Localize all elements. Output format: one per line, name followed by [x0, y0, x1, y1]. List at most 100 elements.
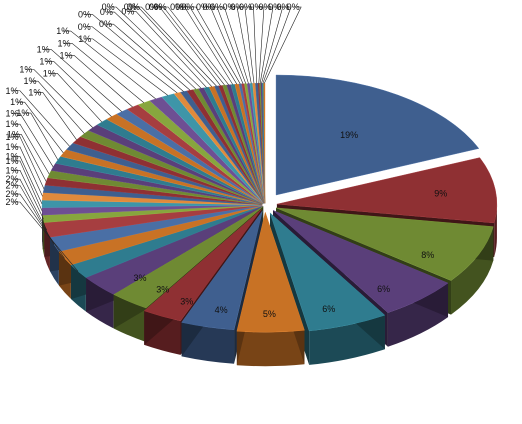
- data-label: 3%: [133, 273, 146, 283]
- leader-line: [84, 38, 169, 96]
- leader-line: [259, 6, 274, 84]
- leader-line: [12, 90, 70, 147]
- leader-line: [108, 6, 202, 89]
- leader-line: [127, 10, 207, 88]
- data-label: 2%: [5, 189, 18, 199]
- data-label: 1%: [24, 76, 37, 86]
- data-label: 0%: [149, 2, 162, 12]
- data-label: 1%: [58, 38, 71, 48]
- data-label: 6%: [322, 304, 335, 314]
- data-label: 0%: [277, 2, 290, 12]
- data-label: 0%: [102, 2, 115, 12]
- leader-line: [84, 26, 178, 94]
- leader-line: [12, 136, 45, 190]
- data-label: 0%: [249, 2, 262, 12]
- pie-slice: [276, 157, 498, 224]
- data-label: 1%: [5, 142, 18, 152]
- leader-line: [106, 11, 197, 90]
- leader-line: [12, 178, 48, 231]
- leader-line: [34, 92, 77, 140]
- pie-slice: [85, 206, 263, 295]
- leader-line: [12, 160, 43, 212]
- leader-line: [261, 6, 284, 84]
- data-label: 1%: [43, 68, 56, 78]
- data-labels: 19%9%8%6%6%5%4%3%3%3%2%2%2%2%1%1%1%1%1%1…: [5, 2, 447, 319]
- data-label: 0%: [287, 2, 300, 12]
- leader-line: [22, 112, 59, 161]
- leader-line: [236, 6, 255, 84]
- leader-line: [255, 6, 265, 84]
- data-label: 0%: [99, 19, 112, 29]
- data-label: 4%: [215, 305, 228, 315]
- pie-slice: [275, 74, 480, 196]
- leader-line: [13, 134, 47, 182]
- data-label: 1%: [39, 57, 52, 67]
- leader-line: [12, 112, 54, 168]
- data-label: 0%: [230, 2, 243, 12]
- data-label: 1%: [56, 26, 69, 36]
- data-label: 0%: [170, 2, 183, 12]
- data-label: 0%: [78, 22, 91, 32]
- leader-line: [64, 43, 145, 103]
- data-label: 0%: [210, 2, 223, 12]
- leader-lines: [12, 6, 302, 272]
- data-label: 1%: [5, 119, 18, 129]
- pie-slice: [143, 209, 262, 322]
- data-label: 0%: [154, 2, 167, 12]
- leader-line: [245, 6, 258, 84]
- leader-line: [12, 156, 43, 204]
- leader-line: [25, 69, 93, 128]
- data-label: 0%: [127, 2, 140, 12]
- data-label: 5%: [263, 309, 276, 319]
- data-label: 1%: [5, 152, 18, 162]
- data-label: 0%: [124, 2, 137, 12]
- data-label: 6%: [377, 284, 390, 294]
- pie-slice-side: [494, 204, 497, 257]
- pie-slice: [181, 210, 263, 331]
- pie-slice: [275, 207, 494, 281]
- leader-line: [216, 6, 249, 84]
- leader-line: [43, 49, 122, 112]
- leader-line: [262, 6, 292, 84]
- data-label: 1%: [60, 50, 73, 60]
- data-label: 1%: [28, 88, 41, 98]
- data-label: 0%: [223, 2, 236, 12]
- pie-slices: [41, 74, 498, 367]
- leader-line: [187, 6, 241, 85]
- data-label: 3%: [180, 296, 193, 306]
- data-label: 0%: [121, 6, 134, 16]
- pie-slice-side: [451, 226, 494, 315]
- data-label: 2%: [5, 174, 18, 184]
- leader-line: [130, 6, 213, 87]
- leader-line: [49, 72, 103, 123]
- leader-line: [66, 55, 133, 108]
- data-label: 1%: [37, 44, 50, 54]
- leader-line: [181, 6, 238, 85]
- leader-line: [12, 201, 79, 272]
- data-label: 1%: [5, 132, 18, 142]
- leader-line: [133, 6, 217, 87]
- data-label: 9%: [434, 188, 447, 198]
- data-label: 0%: [181, 2, 194, 12]
- leader-line: [105, 23, 191, 91]
- leader-line: [264, 6, 302, 84]
- data-label: 1%: [5, 165, 18, 175]
- leader-line: [45, 61, 112, 117]
- data-label: 1%: [78, 34, 91, 44]
- data-label: 2%: [5, 180, 18, 190]
- data-label: 2%: [5, 197, 18, 207]
- leader-line: [160, 6, 229, 86]
- leader-line: [16, 101, 64, 154]
- data-label: 1%: [16, 108, 29, 118]
- data-label: 8%: [421, 250, 434, 260]
- leader-line: [229, 6, 252, 84]
- data-label: 1%: [5, 86, 18, 96]
- data-label: 0%: [196, 2, 209, 12]
- leader-line: [12, 185, 55, 245]
- leader-line: [12, 146, 43, 197]
- data-label: 1%: [5, 108, 18, 118]
- pie-slice: [272, 210, 449, 313]
- data-label: 1%: [7, 129, 20, 139]
- pie-slice-side: [236, 330, 305, 367]
